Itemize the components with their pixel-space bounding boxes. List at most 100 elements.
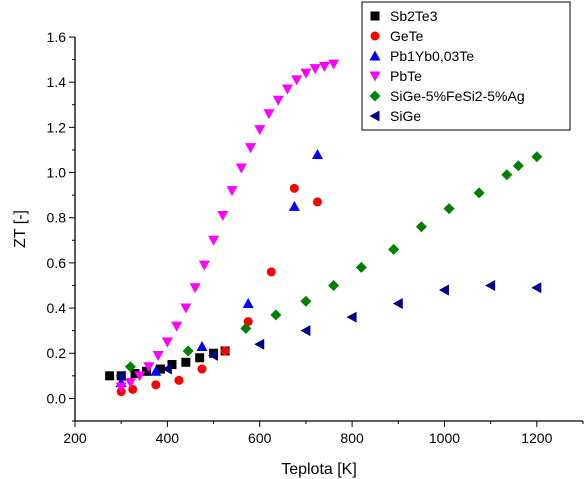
data-point	[346, 311, 357, 323]
data-point	[155, 364, 165, 374]
legend-marker	[369, 90, 381, 102]
data-point	[266, 267, 276, 277]
data-point	[270, 309, 282, 321]
data-point	[415, 221, 427, 233]
data-point	[244, 143, 256, 154]
data-point	[105, 371, 115, 381]
x-tick-label: 600	[248, 430, 272, 446]
legend-marker	[369, 71, 381, 82]
data-point	[220, 346, 230, 356]
legend-label: GeTe	[390, 28, 424, 44]
data-point	[182, 345, 194, 357]
data-point	[217, 210, 229, 221]
data-point	[309, 64, 321, 75]
y-tick-label: 0.0	[47, 390, 67, 406]
data-point	[167, 360, 177, 370]
data-point	[124, 361, 136, 373]
series-1	[116, 183, 322, 397]
data-point	[171, 321, 183, 332]
data-point	[254, 338, 265, 350]
y-axis-title: ZT [-]	[12, 210, 29, 248]
x-tick-label: 800	[340, 430, 364, 446]
data-point	[181, 357, 191, 367]
data-point	[134, 371, 146, 382]
data-point	[235, 163, 247, 174]
series-2	[115, 148, 323, 388]
data-point	[195, 353, 205, 363]
data-points	[105, 59, 543, 397]
data-point	[152, 350, 164, 361]
legend: Sb2Te3 GeTe Pb1Yb0,03Te PbTe SiGe-5%FeSi2-5%…	[361, 1, 571, 131]
legend-label: Sb2Te3	[390, 8, 438, 24]
data-point	[189, 283, 201, 294]
data-point	[288, 200, 300, 211]
legend-marker	[369, 50, 381, 61]
series-3	[115, 59, 340, 393]
x-axis-title: Teplota [K]	[281, 461, 357, 478]
data-point	[531, 282, 542, 294]
data-point	[208, 349, 219, 361]
data-point	[485, 279, 496, 291]
x-tick-label: 1000	[429, 430, 460, 446]
legend-box	[361, 1, 571, 131]
data-point	[291, 75, 303, 86]
data-point	[501, 169, 513, 181]
legend-marker	[370, 11, 380, 21]
legend-label: SiGe	[390, 108, 421, 124]
legend-marker	[369, 110, 380, 122]
y-tick-label: 1.6	[47, 29, 67, 45]
data-point	[161, 337, 173, 348]
y-tick-label: 0.4	[47, 300, 67, 316]
data-point	[143, 362, 155, 373]
data-point	[124, 378, 136, 389]
data-point	[355, 261, 367, 273]
legend-marker	[370, 31, 380, 41]
data-point	[281, 84, 293, 95]
series-5	[115, 279, 542, 382]
data-point	[142, 366, 152, 376]
y-tick-label: 1.4	[47, 74, 67, 90]
plot-axes	[74, 37, 583, 422]
data-point	[300, 325, 311, 337]
data-point	[311, 148, 323, 159]
data-point	[151, 380, 161, 390]
x-axis-ticks: 200 400 600 800 1000 1200	[63, 421, 584, 446]
data-point	[130, 369, 140, 379]
data-point	[226, 186, 238, 197]
y-axis-ticks: 0.0 0.2 0.4 0.6 0.8 1.0 1.2 1.4 1.6	[47, 29, 75, 422]
data-point	[242, 298, 254, 309]
data-point	[300, 68, 312, 79]
data-point	[328, 279, 340, 291]
data-point	[174, 375, 184, 385]
y-tick-label: 0.8	[47, 210, 67, 226]
data-point	[115, 370, 126, 382]
data-point	[196, 340, 208, 351]
y-tick-label: 1.0	[47, 165, 67, 181]
data-point	[272, 95, 284, 106]
x-tick-label: 400	[156, 430, 180, 446]
legend-label: PbTe	[390, 68, 422, 84]
data-point	[531, 151, 543, 163]
data-point	[289, 183, 299, 193]
data-point	[254, 125, 266, 136]
y-tick-label: 0.6	[47, 255, 67, 271]
data-point	[161, 363, 172, 375]
data-point	[392, 298, 403, 310]
data-point	[198, 260, 210, 271]
data-point	[208, 235, 220, 246]
data-point	[312, 197, 322, 207]
legend-label: Pb1Yb0,03Te	[390, 48, 474, 64]
data-point	[197, 364, 207, 374]
data-point	[473, 187, 485, 199]
data-point	[388, 243, 400, 255]
legend-label: SiGe-5%FeSi2-5%Ag	[390, 88, 525, 104]
data-point	[180, 303, 192, 314]
data-point	[240, 322, 252, 334]
data-point	[263, 109, 275, 120]
data-point	[115, 382, 127, 393]
data-point	[443, 203, 455, 215]
x-tick-label: 200	[63, 430, 87, 446]
data-point	[150, 365, 162, 376]
data-point	[318, 61, 330, 72]
